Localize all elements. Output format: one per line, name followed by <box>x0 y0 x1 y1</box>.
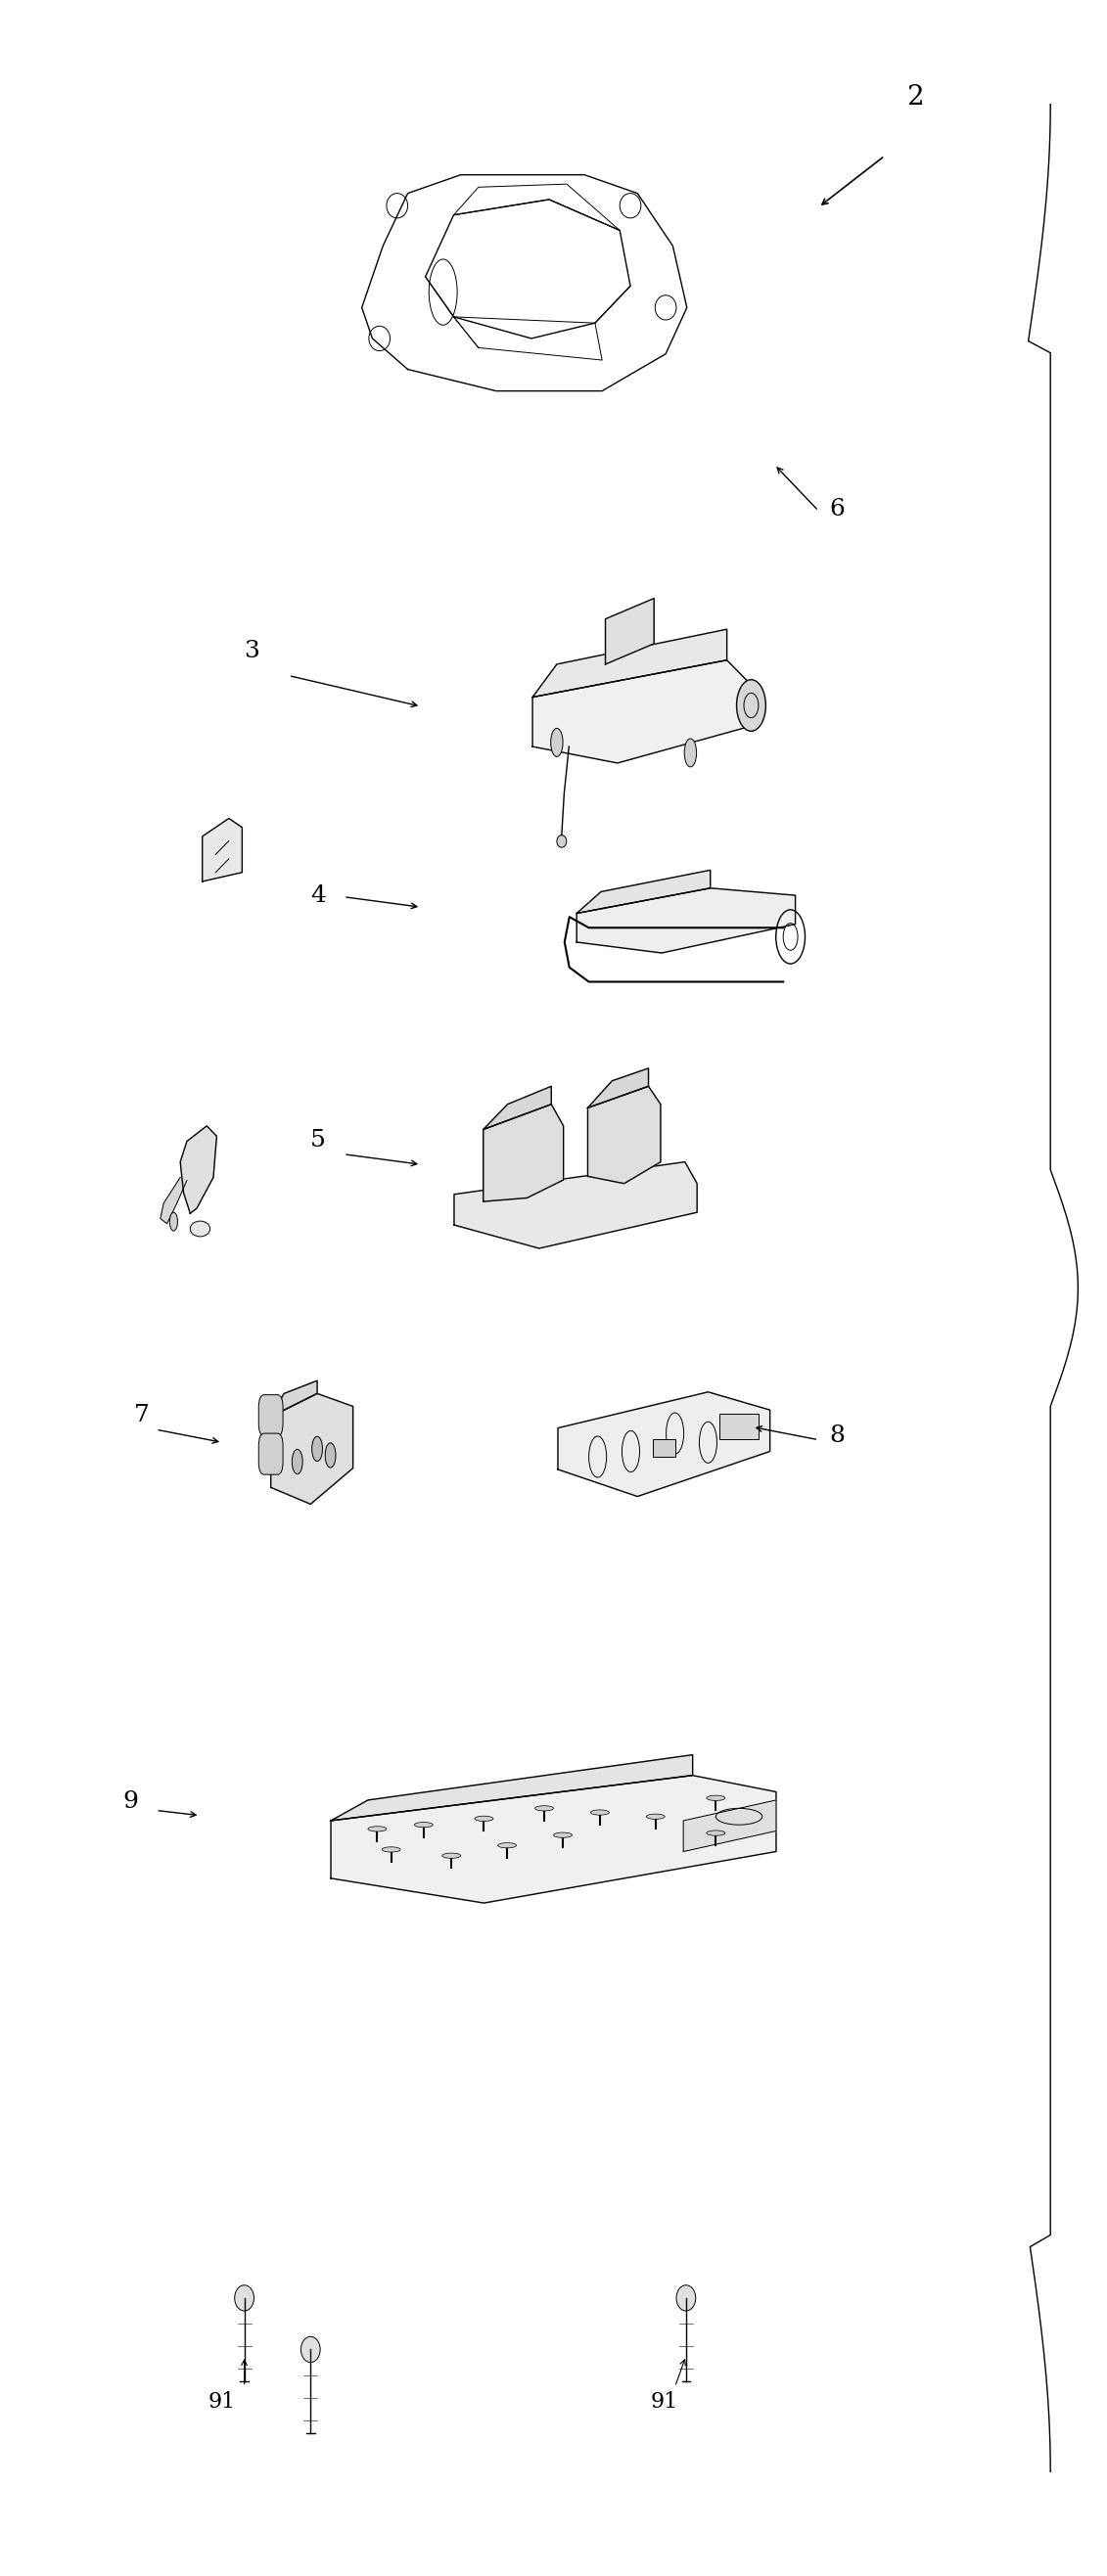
Polygon shape <box>271 1394 353 1504</box>
Circle shape <box>551 729 562 757</box>
Ellipse shape <box>676 2285 695 2311</box>
Polygon shape <box>588 1069 649 1108</box>
Ellipse shape <box>591 1811 609 1816</box>
FancyBboxPatch shape <box>259 1394 283 1435</box>
Ellipse shape <box>557 835 567 848</box>
Text: 2: 2 <box>907 85 924 111</box>
Polygon shape <box>203 819 242 881</box>
Polygon shape <box>180 1126 217 1213</box>
Ellipse shape <box>475 1816 494 1821</box>
Circle shape <box>169 1213 177 1231</box>
Polygon shape <box>271 1381 318 1417</box>
Circle shape <box>325 1443 335 1468</box>
Ellipse shape <box>535 1806 554 1811</box>
Circle shape <box>684 739 696 768</box>
Ellipse shape <box>414 1821 433 1826</box>
Ellipse shape <box>301 2336 320 2362</box>
Ellipse shape <box>442 1852 461 1857</box>
Polygon shape <box>331 1775 776 1904</box>
Text: 6: 6 <box>829 497 845 520</box>
Text: 91: 91 <box>208 2391 236 2411</box>
Polygon shape <box>454 1162 697 1249</box>
Polygon shape <box>588 1087 661 1182</box>
Ellipse shape <box>646 1814 665 1819</box>
Polygon shape <box>532 629 727 698</box>
Bar <box>720 1414 759 1440</box>
Polygon shape <box>161 1177 187 1224</box>
Polygon shape <box>558 1391 770 1497</box>
Polygon shape <box>484 1105 563 1200</box>
Polygon shape <box>331 1754 693 1821</box>
Text: 5: 5 <box>311 1128 327 1151</box>
Text: 91: 91 <box>650 2391 677 2411</box>
Polygon shape <box>606 598 654 665</box>
Ellipse shape <box>235 2285 254 2311</box>
Bar <box>653 1440 675 1458</box>
Text: 4: 4 <box>311 884 327 907</box>
Ellipse shape <box>368 1826 386 1832</box>
Polygon shape <box>577 871 711 914</box>
Ellipse shape <box>706 1832 725 1837</box>
Ellipse shape <box>706 1795 725 1801</box>
FancyBboxPatch shape <box>259 1432 283 1473</box>
Text: 7: 7 <box>134 1404 149 1427</box>
Ellipse shape <box>554 1832 572 1837</box>
Polygon shape <box>683 1801 776 1852</box>
Text: 8: 8 <box>829 1425 845 1448</box>
Polygon shape <box>577 889 795 953</box>
Ellipse shape <box>382 1847 401 1852</box>
Ellipse shape <box>498 1842 516 1847</box>
Text: 3: 3 <box>245 639 260 662</box>
Polygon shape <box>532 659 752 762</box>
Ellipse shape <box>190 1221 210 1236</box>
Text: 9: 9 <box>123 1790 138 1814</box>
Circle shape <box>312 1437 322 1461</box>
Circle shape <box>292 1450 302 1473</box>
Ellipse shape <box>736 680 766 732</box>
Polygon shape <box>484 1087 551 1128</box>
